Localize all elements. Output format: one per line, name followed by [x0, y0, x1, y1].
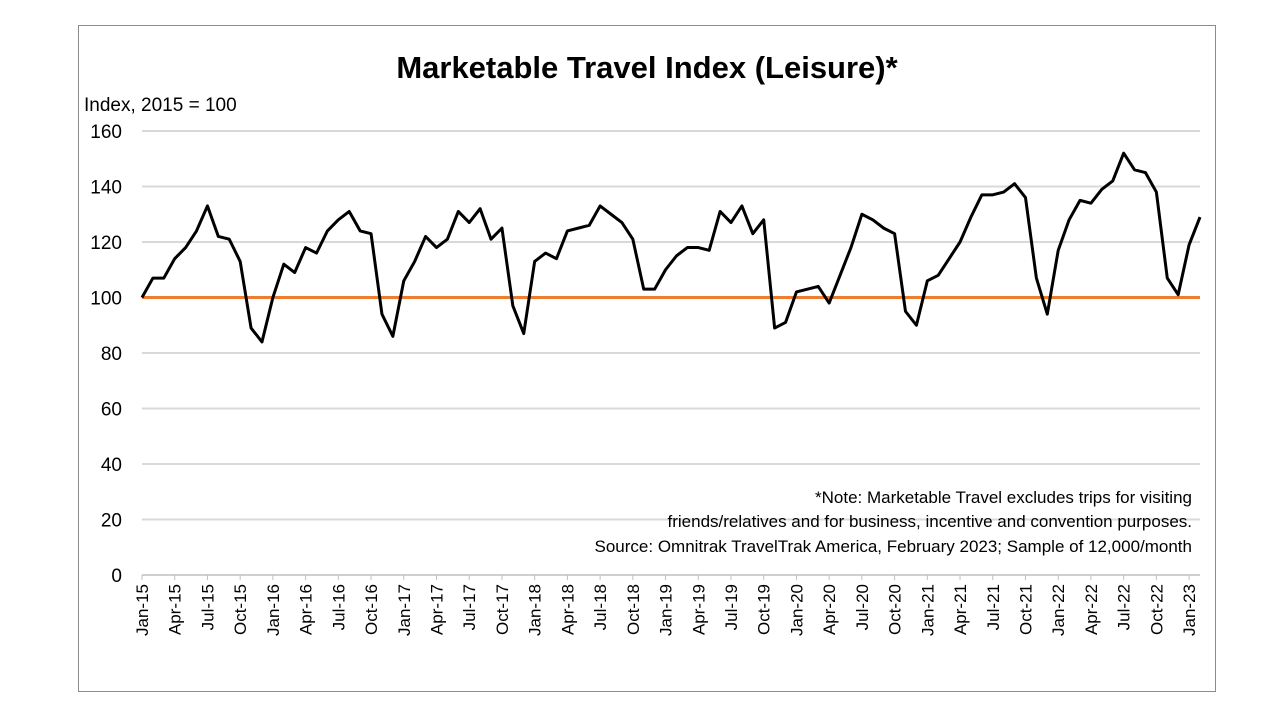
y-tick-label: 0: [111, 566, 122, 587]
x-tick-label: Apr-16: [297, 584, 316, 635]
x-tick-label: Jan-16: [264, 584, 283, 636]
x-tick-label: Apr-17: [427, 584, 446, 635]
x-tick-label: Jul-17: [460, 584, 479, 630]
x-tick-label: Jan-15: [133, 584, 152, 636]
x-tick-label: Jan-17: [395, 584, 414, 636]
y-tick-label: 160: [90, 122, 122, 143]
x-tick-label: Oct-18: [624, 584, 643, 635]
x-tick-label: Jan-20: [787, 584, 806, 636]
y-tick-label: 60: [101, 400, 122, 421]
x-tick-label: Oct-20: [886, 584, 905, 635]
y-axis-label: Index, 2015 = 100: [84, 95, 237, 116]
x-tick-label: Oct-19: [755, 584, 774, 635]
x-tick-label: Jan-23: [1180, 584, 1199, 636]
x-tick-label: Jul-18: [591, 584, 610, 630]
x-tick-label: Apr-22: [1082, 584, 1101, 635]
note-line-2: friends/relatives and for business, ince…: [668, 512, 1192, 531]
x-tick-label: Jan-18: [526, 584, 545, 636]
source-line: Source: Omnitrak TravelTrak America, Feb…: [595, 537, 1192, 556]
x-tick-label: Oct-15: [231, 584, 250, 635]
x-tick-label: Oct-21: [1016, 584, 1035, 635]
x-tick-label: Oct-16: [362, 584, 381, 635]
index-series-line: [140, 151, 1202, 344]
x-tick-label: Jul-21: [984, 584, 1003, 630]
x-tick-label: Jul-19: [722, 584, 741, 630]
x-tick-label: Apr-18: [558, 584, 577, 635]
chart-title: Marketable Travel Index (Leisure)*: [396, 50, 898, 85]
y-tick-label: 20: [101, 511, 122, 532]
x-tick-label: Apr-20: [820, 584, 839, 635]
y-tick-label: 80: [101, 344, 122, 365]
y-tick-label: 40: [101, 455, 122, 476]
y-tick-label: 120: [90, 233, 122, 254]
y-tick-label: 140: [90, 178, 122, 199]
note-line-1: *Note: Marketable Travel excludes trips …: [815, 488, 1192, 507]
x-tick-label: Oct-17: [493, 584, 512, 635]
x-tick-label: Apr-21: [951, 584, 970, 635]
chart-frame: [78, 25, 1216, 692]
x-tick-label: Apr-15: [166, 584, 185, 635]
x-tick-label: Jul-20: [853, 584, 872, 630]
x-tick-label: Jul-16: [329, 584, 348, 630]
x-tick-label: Jan-22: [1049, 584, 1068, 636]
x-tick-label: Jan-19: [657, 584, 676, 636]
x-tick-label: Jan-21: [918, 584, 937, 636]
y-tick-label: 100: [90, 289, 122, 310]
x-tick-label: Jul-22: [1115, 584, 1134, 630]
x-tick-label: Oct-22: [1147, 584, 1166, 635]
x-tick-label: Apr-19: [689, 584, 708, 635]
x-tick-label: Jul-15: [198, 584, 217, 630]
